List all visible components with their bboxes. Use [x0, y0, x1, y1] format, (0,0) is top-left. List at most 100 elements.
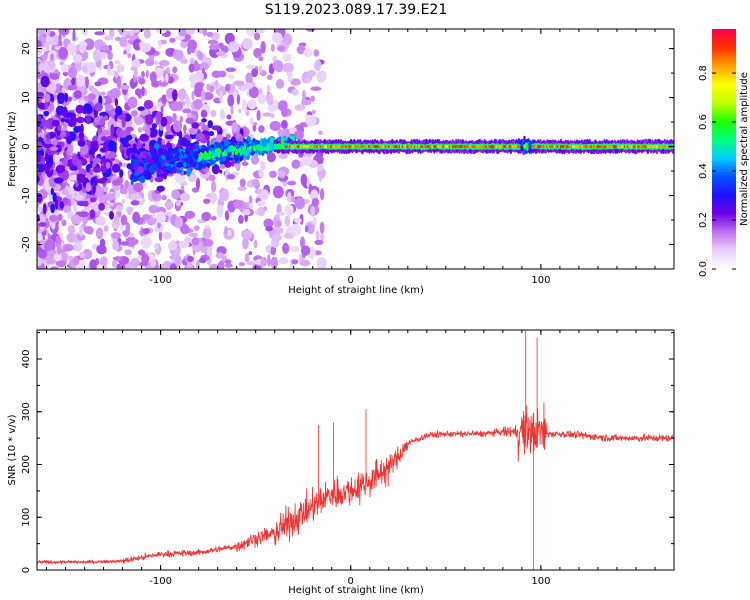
spectrogram-cell: [252, 145, 256, 151]
spectrogram-cell: [107, 65, 111, 72]
spectrogram-cell: [180, 40, 189, 49]
spectrogram-cell: [209, 85, 215, 93]
spectrogram-cell: [310, 95, 315, 102]
spectrogram-cell: [55, 105, 65, 116]
spectrogram-cell: [152, 155, 159, 164]
spectrogram-cell: [248, 251, 253, 256]
spectrogram-cell: [110, 88, 121, 99]
spectrogram-cell: [313, 49, 320, 57]
spectrogram-cell: [227, 229, 232, 237]
spectrogram-cell: [271, 32, 283, 44]
spectrogram-cell: [140, 236, 152, 249]
spectrogram-cell: [43, 142, 53, 149]
spectrogram-cell: [72, 29, 76, 42]
spectrogram-cell: [62, 243, 74, 252]
spectrogram-cell: [300, 236, 305, 249]
spectrogram-cell: [241, 229, 253, 240]
spectrogram-cell: [282, 62, 294, 73]
spectrogram-cell: [206, 83, 210, 91]
spectrogram-cell: [185, 29, 195, 35]
spectrogram-cell: [259, 145, 263, 150]
spectrogram-cell: [73, 126, 80, 134]
spectrogram-cell: [131, 123, 136, 128]
spectrogram-cell: [186, 260, 192, 269]
spectrogram-cell: [291, 88, 299, 96]
spectrogram-cell: [169, 263, 178, 269]
spectrogram-cell: [150, 258, 157, 268]
spectrogram-cell: [77, 201, 86, 207]
snr-y-tick-label: 0: [21, 567, 32, 573]
spectrogram-cell: [49, 266, 59, 269]
spectrogram-cell: [38, 62, 47, 73]
spectrogram-cell: [121, 198, 125, 204]
spectrogram-cell: [95, 227, 104, 240]
spectrogram-cell: [272, 185, 284, 199]
snr-y-tick-label: 200: [21, 455, 32, 474]
colorbar-label: Normalized spectral amplitude: [739, 72, 750, 226]
spectrogram-cell: [271, 233, 282, 242]
spectrogram-cell: [90, 176, 98, 187]
spectrogram-cell: [228, 147, 231, 153]
spectrogram-cell: [291, 246, 300, 253]
spectrogram-cell: [188, 127, 198, 135]
spectrogram-cell: [195, 177, 201, 190]
spectrogram-cell: [78, 225, 84, 237]
spectrogram-cell: [57, 124, 62, 132]
snr-x-tick-label: 100: [531, 576, 550, 587]
spectrogram-cell: [128, 232, 134, 238]
spectrogram-cell: [273, 217, 278, 229]
spectrogram-cell: [520, 146, 523, 152]
spectrogram-cell: [114, 71, 119, 79]
spectrogram-cell: [189, 57, 195, 65]
spectrogram-cell: [67, 85, 77, 91]
spectrogram-cell: [246, 146, 250, 152]
spectrogram-cell: [124, 179, 129, 189]
spectrogram-cell: [284, 215, 291, 227]
spectrogram-cell: [270, 113, 275, 119]
spectrogram-cell: [64, 92, 69, 103]
spectrogram-cell: [204, 151, 207, 156]
spectrogram-cell: [68, 144, 74, 155]
spectrogram-cell: [300, 173, 308, 187]
spectrogram-cell: [220, 164, 226, 169]
spectrogram-cell: [37, 233, 43, 241]
spectrogram-cell: [99, 45, 110, 51]
colorbar-tick-label: 0.6: [698, 114, 709, 130]
spectrogram-cell: [97, 178, 107, 184]
spectrogram-cell: [316, 257, 327, 269]
spectrogram-cell: [170, 156, 177, 163]
spectrogram-cell: [228, 74, 235, 79]
spectrogram-cell: [99, 119, 106, 126]
spectrogram-cell: [216, 204, 224, 218]
spectrogram-cell: [258, 125, 265, 133]
spectrogram-cell: [218, 70, 227, 78]
spectrogram-cell: [120, 84, 130, 90]
spectrogram-cell: [191, 122, 200, 129]
spectrogram-cell: [142, 214, 151, 220]
spectrogram-cell: [210, 144, 215, 149]
spectrogram-cell: [114, 60, 121, 65]
spectrogram-cell: [290, 263, 294, 268]
spectrogram-cell: [290, 78, 301, 86]
spectrogram-cell: [43, 110, 50, 117]
spectrogram-cell: [304, 77, 312, 83]
spectrogram-cell: [293, 217, 302, 224]
spectrogram-cell: [110, 152, 117, 159]
spectrogram-cell: [104, 103, 114, 112]
spectrogram-cell: [79, 43, 86, 54]
spectrogram-cell: [67, 43, 72, 52]
spectrogram-cell: [172, 49, 184, 60]
spectrogram-cell: [242, 146, 246, 152]
snr-frame: [36, 329, 675, 571]
spectrogram-cell: [70, 115, 77, 127]
spectrogram-cell: [174, 151, 179, 157]
spectrogram-cell: [116, 263, 122, 269]
spectrogram-cell: [145, 70, 149, 79]
spectrogram-cell: [193, 98, 203, 110]
spectrogram-cell: [67, 96, 72, 102]
spectrogram-cell: [202, 228, 212, 240]
spectrogram-cell: [98, 202, 105, 211]
spectrogram-cell: [179, 192, 191, 202]
spectrogram-cell: [260, 40, 266, 54]
